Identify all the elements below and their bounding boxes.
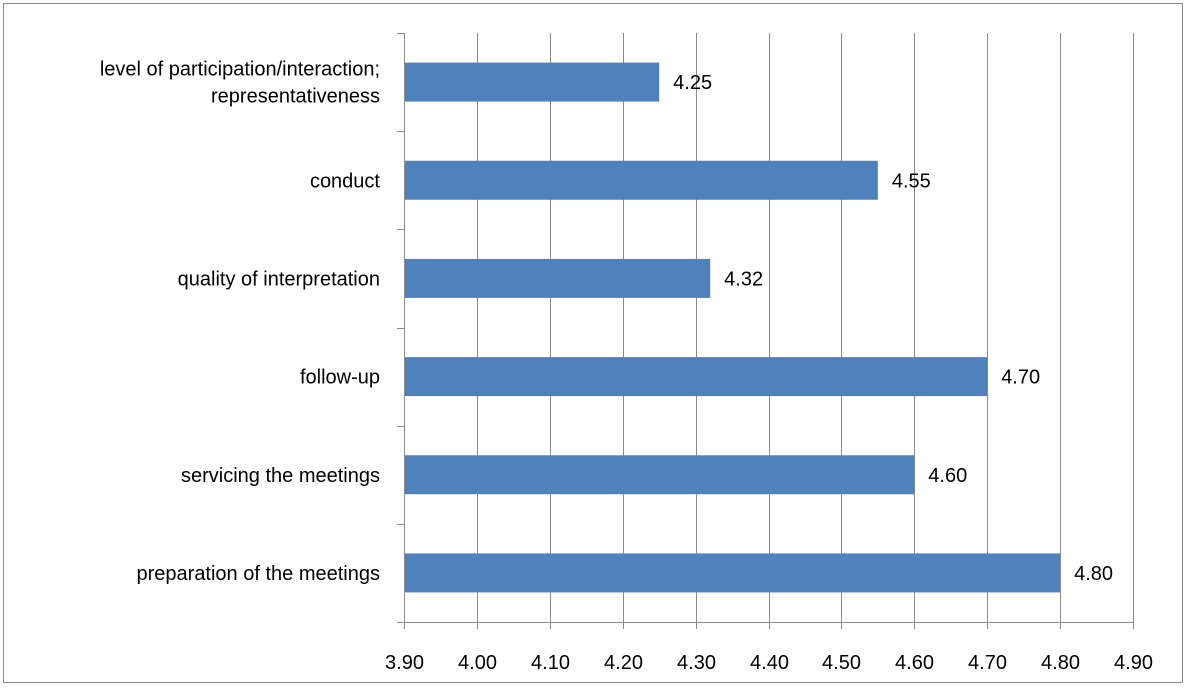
x-tick-label: 4.50 xyxy=(822,652,861,674)
data-label: 4.55 xyxy=(892,170,931,192)
category-label: representativeness xyxy=(211,86,380,108)
data-label: 4.70 xyxy=(1001,367,1040,389)
x-tick-label: 4.10 xyxy=(531,652,570,674)
category-label: preparation of the meetings xyxy=(137,563,381,585)
x-tick-label: 4.20 xyxy=(604,652,643,674)
bar xyxy=(404,62,660,102)
x-tick-label: 4.30 xyxy=(677,652,716,674)
category-label: follow-up xyxy=(300,367,380,389)
bar xyxy=(404,553,1061,593)
x-tick-label: 4.00 xyxy=(458,652,497,674)
x-tick-label: 3.90 xyxy=(385,652,424,674)
bar xyxy=(404,455,915,495)
data-label: 4.60 xyxy=(928,465,967,487)
x-tick-label: 4.90 xyxy=(1114,652,1153,674)
category-label: quality of interpretation xyxy=(178,268,380,290)
bar xyxy=(404,258,711,298)
x-tick-label: 4.70 xyxy=(968,652,1007,674)
x-tick-label: 4.80 xyxy=(1041,652,1080,674)
category-label: conduct xyxy=(310,170,380,192)
category-label: servicing the meetings xyxy=(181,465,380,487)
x-tick-label: 4.40 xyxy=(750,652,789,674)
bar xyxy=(404,160,878,200)
x-tick-label: 4.60 xyxy=(895,652,934,674)
data-label: 4.25 xyxy=(673,72,712,94)
data-label: 4.80 xyxy=(1074,563,1113,585)
category-label: level of participation/interaction; xyxy=(100,59,380,81)
bar xyxy=(404,357,988,397)
data-label: 4.32 xyxy=(724,268,763,290)
